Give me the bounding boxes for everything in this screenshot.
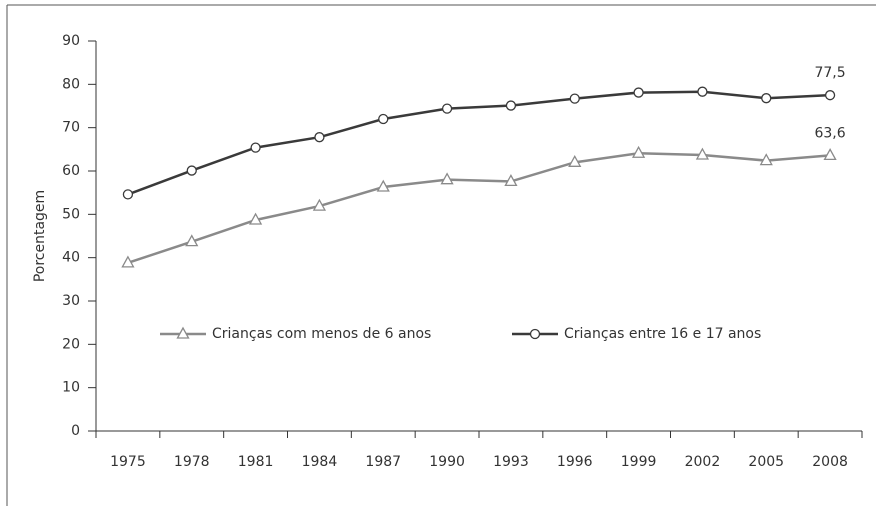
- x-tick-label: 1993: [493, 454, 529, 470]
- y-tick-label: 20: [62, 336, 80, 352]
- legend-label: Crianças com menos de 6 anos: [212, 326, 431, 342]
- point: [631, 145, 646, 158]
- x-tick-label: 2005: [748, 454, 784, 470]
- point: [505, 100, 517, 111]
- y-tick-label: 50: [62, 206, 80, 222]
- point: [378, 113, 389, 125]
- legend-label: Crianças entre 16 e 17 anos: [564, 326, 761, 342]
- point: [824, 90, 836, 101]
- point: [250, 142, 261, 153]
- x-tick-label: 1990: [429, 454, 465, 470]
- legend-marker: [176, 326, 190, 339]
- point: [633, 87, 644, 98]
- x-tick-label: 1981: [238, 454, 274, 470]
- point: [569, 93, 580, 104]
- point: [185, 234, 199, 247]
- y-tick-label: 90: [62, 33, 80, 49]
- x-tick-label: 1996: [557, 454, 593, 470]
- y-tick-label: 40: [62, 250, 80, 266]
- point: [121, 255, 135, 268]
- point: [761, 93, 772, 104]
- point: [504, 174, 518, 187]
- x-tick-label: 2008: [812, 454, 848, 470]
- y-tick-label: 60: [62, 163, 80, 179]
- point: [312, 198, 327, 211]
- point: [441, 103, 453, 114]
- point: [248, 212, 263, 225]
- x-tick-label: 1999: [621, 454, 657, 470]
- point: [759, 153, 773, 166]
- series-line: [127, 90, 831, 196]
- x-tick-label: 1978: [174, 454, 210, 470]
- point: [823, 148, 837, 161]
- point: [186, 165, 197, 176]
- x-tick-label: 1975: [110, 454, 146, 470]
- point: [314, 132, 325, 143]
- legend-marker: [529, 328, 541, 340]
- series-line: [127, 151, 831, 265]
- y-tick-label: 30: [62, 293, 80, 309]
- point: [376, 179, 390, 192]
- point: [697, 86, 708, 97]
- x-tick-label: 2002: [685, 454, 721, 470]
- x-tick-label: 1987: [365, 454, 401, 470]
- point: [695, 147, 710, 160]
- x-tick-label: 1984: [302, 454, 338, 470]
- point: [440, 172, 454, 185]
- y-tick-label: 10: [62, 380, 80, 396]
- data-label: 77,5: [814, 65, 845, 81]
- y-tick-label: 0: [71, 423, 80, 439]
- y-tick-label: 80: [62, 76, 80, 92]
- y-tick-label: 70: [62, 120, 80, 136]
- point: [122, 189, 134, 200]
- data-label: 63,6: [814, 125, 845, 141]
- point: [568, 154, 582, 167]
- y-axis-label: Porcentagem: [32, 190, 48, 282]
